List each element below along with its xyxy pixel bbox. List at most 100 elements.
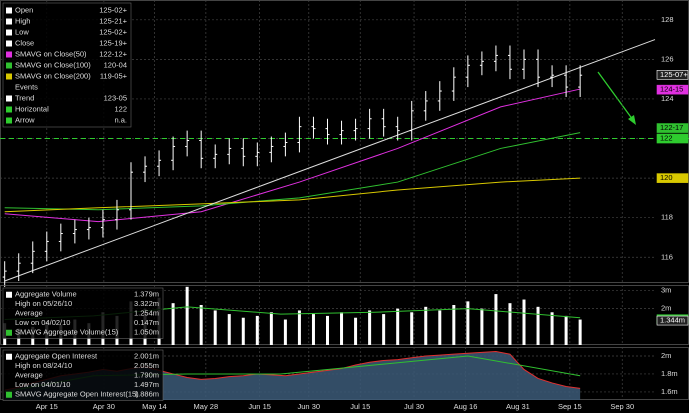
legend-label: SMAVG on Close(200) xyxy=(15,71,91,80)
y-tick-label: 126 xyxy=(661,54,674,63)
legend-swatch xyxy=(6,29,12,36)
y-tick-label: 2m xyxy=(661,351,671,360)
legend-value: 1.254m xyxy=(134,309,159,318)
bar xyxy=(283,319,287,345)
legend-label: Average xyxy=(15,309,43,318)
bar xyxy=(241,317,245,345)
legend-value: 122-12+ xyxy=(99,49,127,58)
bar xyxy=(536,306,540,345)
legend-value: 1.886m xyxy=(134,390,159,399)
legend-swatch xyxy=(6,51,12,58)
line xyxy=(4,88,581,223)
line xyxy=(4,177,581,213)
bar xyxy=(227,314,231,345)
bar xyxy=(452,305,456,345)
legend-label: Events xyxy=(15,82,38,91)
legend-value: 120-04 xyxy=(104,60,127,69)
legend-value: 2.055m xyxy=(134,361,159,370)
end-label-box xyxy=(656,123,689,133)
bar xyxy=(382,314,386,345)
end-label-box xyxy=(656,133,689,144)
legend-value: 125-02+ xyxy=(99,5,127,14)
legend-swatch xyxy=(6,73,12,80)
bar xyxy=(185,286,189,345)
bar xyxy=(550,312,554,345)
bar xyxy=(494,294,498,345)
bar xyxy=(199,305,203,345)
legend-value: 1.497m xyxy=(134,380,159,389)
legend-swatch xyxy=(6,329,12,336)
legend-value: 119-05+ xyxy=(100,71,128,80)
y-tick-label: 116 xyxy=(661,252,673,261)
end-label-box xyxy=(656,84,689,95)
end-label-box xyxy=(656,173,689,183)
y-tick-label: 3m xyxy=(661,285,671,294)
bar xyxy=(424,306,428,345)
legend-label: High on 08/24/10 xyxy=(15,361,72,370)
legend-label: SMAVG Aggregate Open Interest(15) xyxy=(15,390,139,399)
legend-label: Open xyxy=(15,5,33,14)
end-label-box xyxy=(656,70,689,80)
legend-swatch xyxy=(6,353,12,360)
legend-value: 2.001m xyxy=(134,352,159,361)
bar xyxy=(466,301,470,345)
legend-value: 125-02+ xyxy=(99,27,127,36)
x-tick-label: May 28 xyxy=(194,402,219,411)
x-tick-label: Aug 31 xyxy=(506,402,530,411)
legend-label: SMAVG on Close(100) xyxy=(15,60,91,69)
legend-value: 0.147m xyxy=(134,318,159,327)
legend-swatch xyxy=(6,40,12,47)
legend-value: 125-19+ xyxy=(99,38,127,47)
line xyxy=(4,39,656,282)
end-label: 124-15 xyxy=(660,85,683,94)
bar xyxy=(410,312,414,345)
y-tick-label: 2m xyxy=(661,304,671,313)
x-tick-label: Jul 15 xyxy=(350,402,370,411)
legend-label: Arrow xyxy=(15,115,35,124)
legend-label: Aggregate Volume xyxy=(15,290,77,299)
end-label: 125-07+ xyxy=(660,70,688,79)
bar xyxy=(326,315,329,345)
end-label-box xyxy=(656,315,689,326)
legend-value: 125-21+ xyxy=(99,16,127,25)
bar xyxy=(480,308,484,345)
legend-value: 1.050m xyxy=(134,328,159,337)
y-tick-label: 124 xyxy=(661,94,674,103)
arrow xyxy=(597,71,634,121)
y-tick-label: 1.8m xyxy=(661,369,678,378)
legend-box xyxy=(2,349,164,401)
bar xyxy=(255,315,259,345)
bar xyxy=(368,310,372,345)
legend-swatch xyxy=(6,291,12,298)
bar xyxy=(269,312,273,345)
legend-label: Low xyxy=(15,27,29,36)
end-label: 122 xyxy=(660,134,673,143)
x-tick-label: Jun 15 xyxy=(248,402,271,411)
bar xyxy=(354,317,358,345)
bar xyxy=(311,314,315,345)
x-tick-label: May 14 xyxy=(142,402,167,411)
legend-swatch xyxy=(6,117,12,124)
legend-value: 123-05 xyxy=(104,93,127,102)
legend-label: Horizontal xyxy=(15,104,49,113)
x-tick-label: Jun 30 xyxy=(298,402,321,411)
legend-swatch xyxy=(6,7,12,14)
legend-swatch xyxy=(6,95,12,102)
legend-swatch xyxy=(6,391,12,398)
legend-label: Trend xyxy=(15,93,34,102)
legend-label: Average xyxy=(15,371,43,380)
legend-label: Low on 04/01/10 xyxy=(15,380,70,389)
bar xyxy=(213,310,217,345)
bar xyxy=(564,315,568,345)
bar xyxy=(171,303,175,345)
legend-label: High xyxy=(15,16,30,25)
legend-label: Close xyxy=(15,38,34,47)
y-tick-label: 1.6m xyxy=(661,387,678,396)
bar xyxy=(297,310,301,345)
end-label: 1.344m xyxy=(660,316,685,325)
arrow-head xyxy=(628,115,636,125)
legend-label: SMAVG Aggregate Volume(15) xyxy=(15,328,119,337)
legend-value: 122 xyxy=(114,104,127,113)
legend-swatch xyxy=(6,62,12,69)
